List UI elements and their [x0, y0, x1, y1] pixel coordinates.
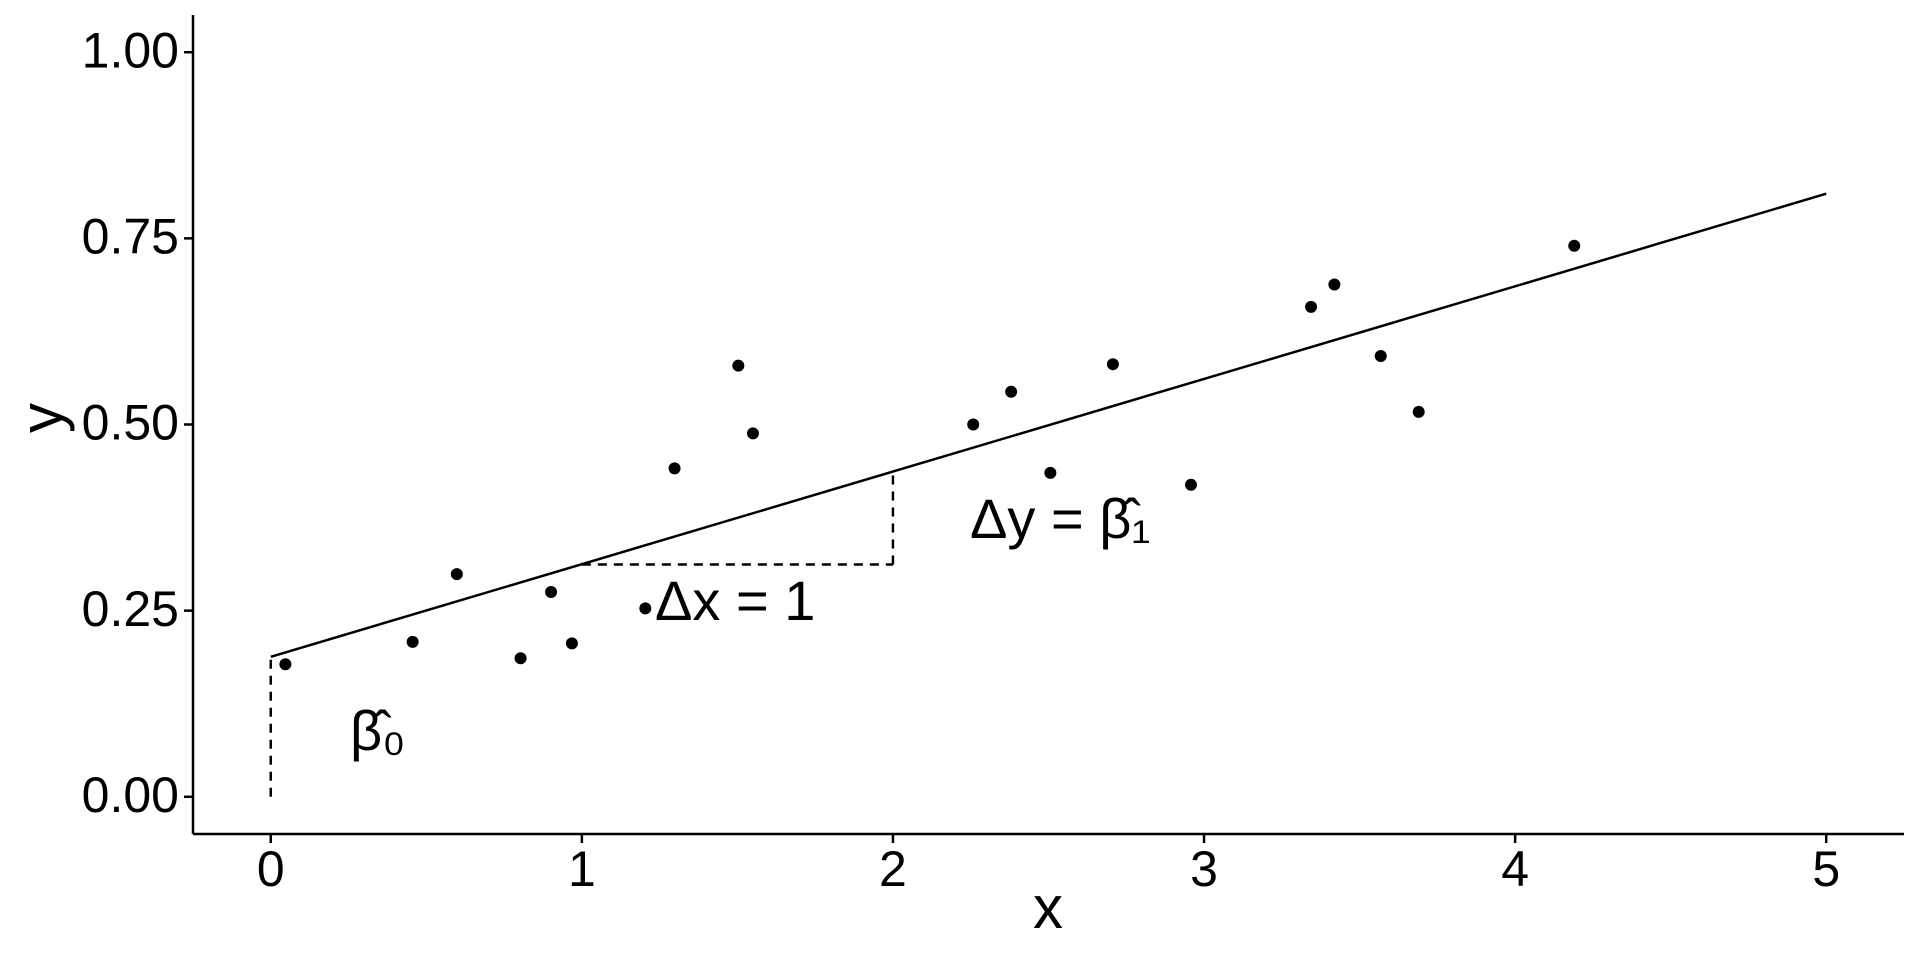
point — [732, 359, 745, 372]
point — [1005, 385, 1018, 398]
y-tick-label: 0.75 — [82, 209, 179, 265]
point — [668, 462, 681, 475]
y-tick-label: 0.50 — [82, 395, 179, 451]
annotation: β̂₀ — [350, 699, 405, 762]
point — [1412, 405, 1425, 418]
point — [545, 586, 558, 599]
point — [1106, 358, 1119, 371]
point — [639, 602, 652, 615]
y-tick-label: 0.25 — [82, 581, 179, 637]
x-tick-label: 2 — [879, 841, 907, 897]
point — [1568, 239, 1581, 252]
point — [746, 427, 759, 440]
point — [1044, 466, 1057, 479]
point — [1305, 300, 1318, 313]
x-tick-label: 1 — [568, 841, 596, 897]
point — [514, 652, 527, 665]
fit-line — [270, 192, 1827, 658]
x-tick-label: 4 — [1501, 841, 1529, 897]
point — [1328, 278, 1341, 291]
x-tick-label: 3 — [1190, 841, 1218, 897]
x-tick-label: 0 — [257, 841, 285, 897]
x-axis-title: x — [1033, 874, 1063, 941]
point — [1374, 350, 1387, 363]
point — [279, 658, 292, 671]
x-tick-label: 5 — [1812, 841, 1840, 897]
y-tick-label: 0.00 — [82, 767, 179, 823]
annotation: Δx = 1 — [655, 569, 815, 632]
point — [967, 418, 980, 431]
y-tick-label: 1.00 — [82, 22, 179, 78]
y-axis-title: y — [8, 403, 75, 433]
annotation: Δy = β̂₁ — [970, 487, 1150, 550]
point — [406, 635, 419, 648]
point — [450, 568, 463, 581]
point — [565, 637, 578, 650]
point — [1184, 478, 1197, 491]
